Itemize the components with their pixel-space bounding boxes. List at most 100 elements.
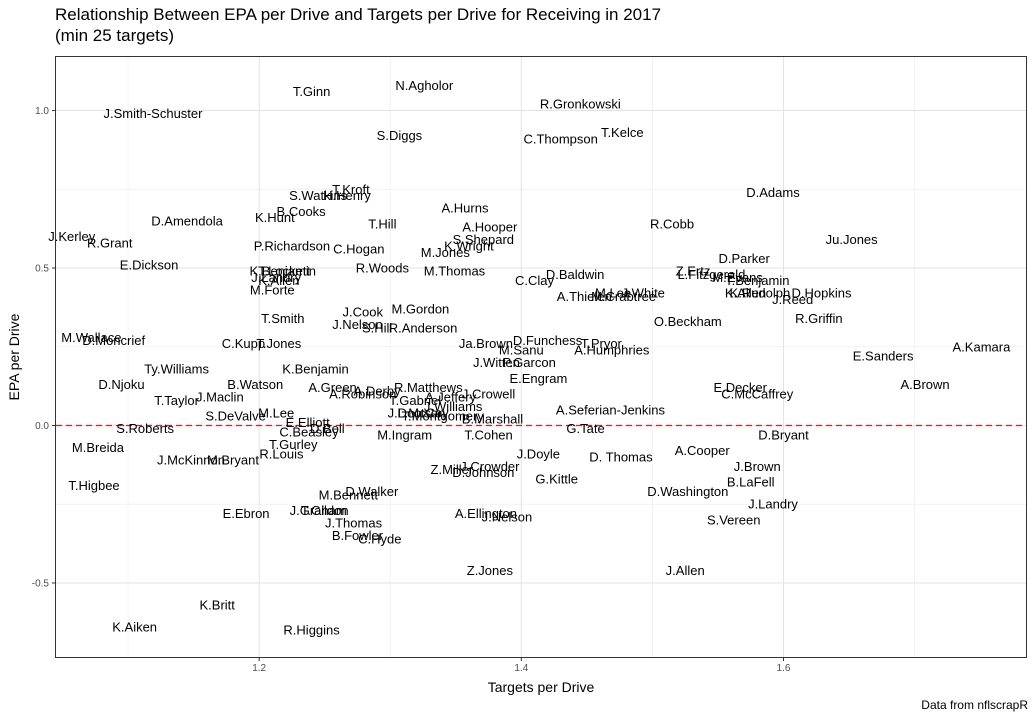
point-label: J.Doctson: [388, 405, 446, 420]
point-label: A.Brown: [900, 377, 949, 392]
point-label: D.Bell: [310, 421, 345, 436]
point-label: K.Rudolph: [730, 286, 791, 301]
point-label: D.Moncrief: [82, 333, 145, 348]
point-label: J.Reed: [772, 292, 813, 307]
point-label: B.Cooks: [277, 204, 327, 219]
point-label: C.Hyde: [358, 531, 401, 546]
point-label: T.Benjamin: [725, 273, 789, 288]
point-label: M.Bennett: [319, 487, 379, 502]
point-label: J.Maclin: [196, 390, 244, 405]
point-label: E.Dickson: [120, 257, 179, 272]
point-label: A.Ellington: [455, 506, 517, 521]
point-label: E.Engram: [509, 371, 567, 386]
point-label: R.Gronkowski: [540, 97, 621, 112]
point-labels: N.Agholor T.Ginn J.Smith-Schuster R.Gronkow…: [48, 78, 1011, 638]
point-label: R.Griffin: [795, 311, 842, 326]
axis-ticks: 1.2 1.4 1.6 -0.5 0.0 0.5 1.0: [32, 106, 791, 674]
point-label: P.Garcon: [503, 355, 556, 370]
point-label: T.Ginn: [293, 84, 331, 99]
point-label: S.Watkins: [289, 188, 348, 203]
point-label: A.Cooper: [675, 443, 731, 458]
point-label: E.Decker: [714, 380, 768, 395]
point-label: K.Britt: [200, 598, 236, 613]
point-label: C.Hogan: [333, 242, 384, 257]
point-label: M.Bryant: [207, 453, 259, 468]
point-label: K.Wright: [444, 238, 494, 253]
y-tick-label: 0.0: [35, 421, 49, 432]
point-label: E.Elliott: [286, 415, 330, 430]
point-label: J.McKinnon: [157, 453, 225, 468]
point-label: J.Graham: [290, 503, 347, 518]
point-label: M.Breida: [72, 440, 125, 455]
point-label: M.Wallace: [61, 330, 121, 345]
point-label: T.Jones: [256, 336, 301, 351]
point-label: T.Pryor: [581, 336, 623, 351]
point-label: R.Higgins: [283, 623, 340, 638]
point-label: Z.Ertz: [676, 264, 711, 279]
point-label: R.Woods: [356, 261, 410, 276]
point-label: D.Johnson: [452, 465, 514, 480]
x-axis-title: Targets per Drive: [488, 679, 595, 695]
point-label: G.Kittle: [535, 472, 578, 487]
point-label: R.Anderson: [389, 320, 458, 335]
point-label: T.Cohen: [464, 427, 512, 442]
point-label: J.Thomas: [325, 516, 383, 531]
point-label: K.Benjamin: [250, 264, 316, 279]
point-label: M.Lee: [595, 286, 631, 301]
point-label: K.Benjamin: [282, 361, 348, 376]
point-label: B.Marshall: [462, 412, 524, 427]
point-label: A.Robinson: [329, 387, 396, 402]
data-source-caption: Data from nflscrapR: [921, 698, 1028, 712]
point-label: R.Louis: [259, 446, 304, 461]
x-tick-label: 1.4: [514, 663, 528, 674]
point-label: A.Seferian-Jenkins: [556, 402, 666, 417]
point-label: J.Allen: [666, 563, 705, 578]
point-label: D.Baldwin: [546, 267, 605, 282]
point-label: D.Walker: [345, 484, 399, 499]
point-label: M.Lee: [258, 405, 294, 420]
point-label: D.Njoku: [98, 377, 144, 392]
point-label: J.Landry: [748, 497, 798, 512]
point-label: T.Hill: [368, 216, 396, 231]
chart-title-line1: Relationship Between EPA per Drive and T…: [55, 5, 662, 24]
point-label: Ja.Brown: [459, 336, 513, 351]
y-tick-label: -0.5: [32, 578, 50, 589]
point-label: K.Hunt: [255, 210, 295, 225]
point-label: T.Gurley: [269, 437, 318, 452]
point-label: A.Kamara: [953, 339, 1012, 354]
point-label: B.Fowler: [332, 528, 384, 543]
point-label: S.DeValve: [205, 409, 265, 424]
point-label: T.Higbee: [68, 478, 119, 493]
point-label: J.Witten: [473, 355, 520, 370]
point-label: A.Derby: [354, 383, 401, 398]
point-label: M.Crabtree: [591, 289, 656, 304]
point-label: B.Watson: [227, 377, 283, 392]
point-label: R.Grant: [87, 235, 133, 250]
point-label: T.Smith: [261, 311, 304, 326]
point-label: J.Brown: [734, 459, 781, 474]
minor-gridlines: [56, 57, 1026, 657]
point-label: K.Allen: [725, 286, 766, 301]
point-label: A.Jeffery: [425, 390, 477, 405]
point-label: J.Nelson: [482, 509, 533, 524]
point-label: N.Agholor: [395, 78, 453, 93]
point-label: L.McCoy: [397, 405, 449, 420]
point-label: T.Gabriel: [389, 393, 441, 408]
point-label: T.Kelce: [601, 125, 644, 140]
point-label: S.Diggs: [377, 128, 423, 143]
point-label: K.Aiken: [112, 620, 157, 635]
point-label: D. Thomas: [589, 450, 653, 465]
point-label: E.Ebron: [223, 506, 270, 521]
point-label: T.Kroft: [332, 182, 370, 197]
point-label: D.Parker: [719, 251, 771, 266]
point-label: R.Cobb: [650, 216, 694, 231]
point-label: J.Cook: [342, 305, 383, 320]
point-label: D.Funchess: [513, 333, 583, 348]
point-label: T.Gildon: [301, 503, 349, 518]
chart-title: Relationship Between EPA per Drive and T…: [55, 4, 661, 46]
chart-title-line2: (min 25 targets): [55, 26, 175, 45]
y-tick-label: 0.5: [35, 264, 49, 275]
point-label: J.Landry: [251, 270, 301, 285]
point-label: A.Humphries: [574, 342, 650, 357]
